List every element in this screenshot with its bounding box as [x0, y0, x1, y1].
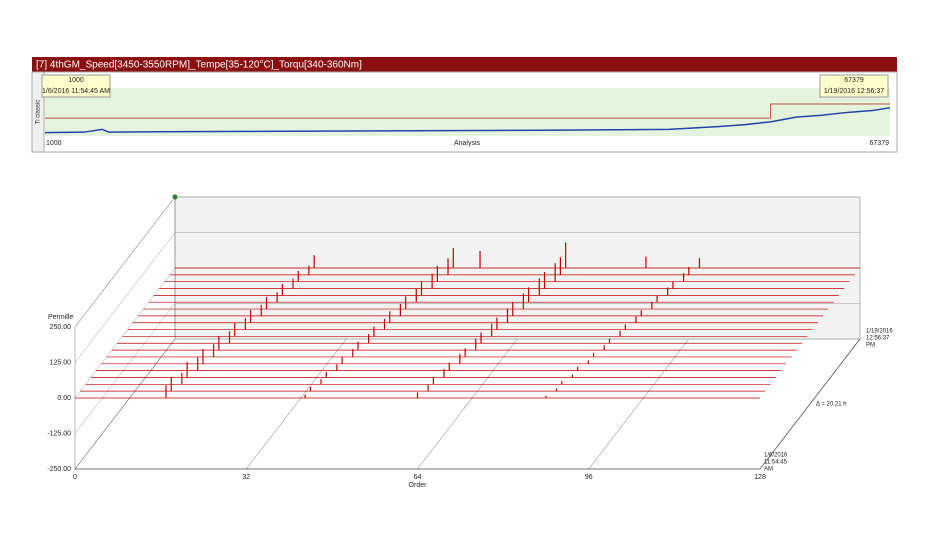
- x-tick-label: 0: [73, 474, 77, 481]
- side-bar[interactable]: [31, 71, 45, 153]
- grid-line: [74, 232, 176, 363]
- y-tick-label: 250.00: [50, 324, 72, 331]
- trend-line: [44, 106, 891, 134]
- depth-label: 11:54:45: [764, 460, 788, 466]
- depth-label: PM: [866, 343, 875, 349]
- grid-line: [74, 196, 176, 328]
- side-label: Ti classic: [36, 100, 42, 124]
- grid-line: [246, 338, 347, 470]
- end-box[interactable]: [819, 74, 889, 98]
- start-index: 1000: [68, 77, 84, 84]
- depth-label: 1/6/2016: [764, 453, 788, 459]
- grid-line: [74, 303, 176, 434]
- limit-line: [45, 103, 890, 119]
- y-tick-label: 0.00: [57, 395, 71, 402]
- header-title: [7] 4thGM_Speed[3450-3550RPM]_Tempe[35-1…: [36, 60, 362, 71]
- x-tick-label: 64: [414, 474, 422, 481]
- waterfall: 250.00 125.00 0.00 -125.00 -250.00 Permille 0 3…: [47, 194, 893, 489]
- y-axis-label: Permille: [48, 314, 73, 321]
- overview-axis-left: 1000: [46, 140, 62, 147]
- overview-axis-center: Analysis: [454, 140, 481, 147]
- depth-label: AM: [764, 467, 773, 473]
- x-tick-label: 32: [242, 474, 250, 481]
- x-tick-label: 96: [585, 474, 593, 481]
- y-tick-label: 125.00: [50, 359, 72, 366]
- grid-line: [74, 338, 176, 470]
- x-axis-label: Order: [409, 482, 428, 489]
- grid-line: [417, 338, 518, 470]
- depth-label: 1/19/2016: [866, 329, 893, 335]
- start-box[interactable]: [41, 74, 111, 98]
- depth-label: 12:56:37: [866, 336, 890, 342]
- start-time: 1/6/2016 11:54:45 AM: [42, 88, 110, 95]
- y-tick-label: -125.00: [47, 430, 71, 437]
- grid-line: [588, 338, 689, 470]
- end-time: 1/19/2016 12:56:37: [824, 88, 884, 95]
- overview-axis-right: 67379: [870, 140, 890, 147]
- grid-line: [759, 338, 861, 470]
- x-tick-label: 128: [754, 474, 766, 481]
- y-tick-label: -250.00: [47, 466, 71, 473]
- end-index: 67379: [844, 77, 864, 84]
- depth-span: Δ = 20.21 h: [816, 402, 847, 408]
- header-bar: [32, 57, 897, 72]
- overview-plot: [45, 88, 890, 136]
- grid-line: [74, 267, 176, 399]
